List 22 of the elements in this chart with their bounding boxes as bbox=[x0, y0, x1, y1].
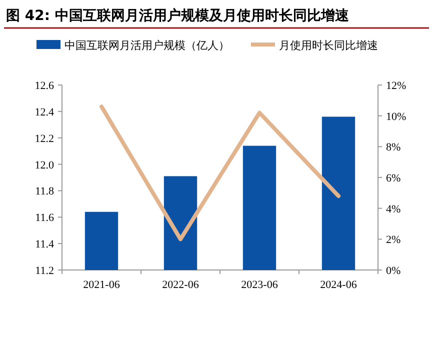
y2-tick-label: 4% bbox=[386, 203, 401, 216]
y2-tick-label: 6% bbox=[386, 172, 401, 184]
y-tick-label: 12.0 bbox=[34, 159, 54, 172]
y-tick-label: 11.4 bbox=[35, 238, 54, 251]
title: 图 42: 中国互联网月活用户规模及月使用时长同比增速 bbox=[6, 8, 349, 24]
x-tick-label: 2024-06 bbox=[320, 279, 358, 291]
x-tick-label: 2023-06 bbox=[241, 279, 278, 291]
y2-tick-label: 8% bbox=[386, 142, 401, 154]
y-tick-label: 12.2 bbox=[34, 132, 54, 145]
x-tick-label: 2021-06 bbox=[83, 279, 120, 291]
y-tick-label: 11.6 bbox=[35, 212, 54, 224]
y-tick-label: 11.8 bbox=[35, 186, 54, 198]
y-tick-label: 11.2 bbox=[35, 265, 54, 277]
y2-tick-label: 0% bbox=[386, 265, 401, 277]
y2-tick-label: 10% bbox=[386, 110, 406, 123]
y2-tick-label: 12% bbox=[386, 80, 406, 92]
legend-label: 中国互联网月活用户规模（亿人） bbox=[64, 39, 230, 52]
y-tick-label: 12.6 bbox=[34, 80, 54, 92]
x-tick-label: 2022-06 bbox=[162, 279, 200, 291]
legend-label: 月使用时长同比增速 bbox=[279, 39, 378, 52]
y-tick-label: 12.4 bbox=[34, 106, 54, 118]
y2-tick-label: 2% bbox=[386, 234, 401, 246]
